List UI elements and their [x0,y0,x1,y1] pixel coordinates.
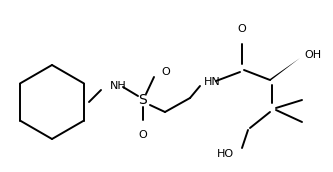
Text: NH: NH [110,81,127,91]
Text: HO: HO [217,149,234,159]
Text: O: O [238,24,246,34]
Text: OH: OH [304,50,321,60]
Polygon shape [270,58,300,81]
Text: O: O [139,130,148,140]
Text: S: S [139,93,148,107]
Text: HN: HN [204,77,221,87]
Text: O: O [161,67,170,77]
